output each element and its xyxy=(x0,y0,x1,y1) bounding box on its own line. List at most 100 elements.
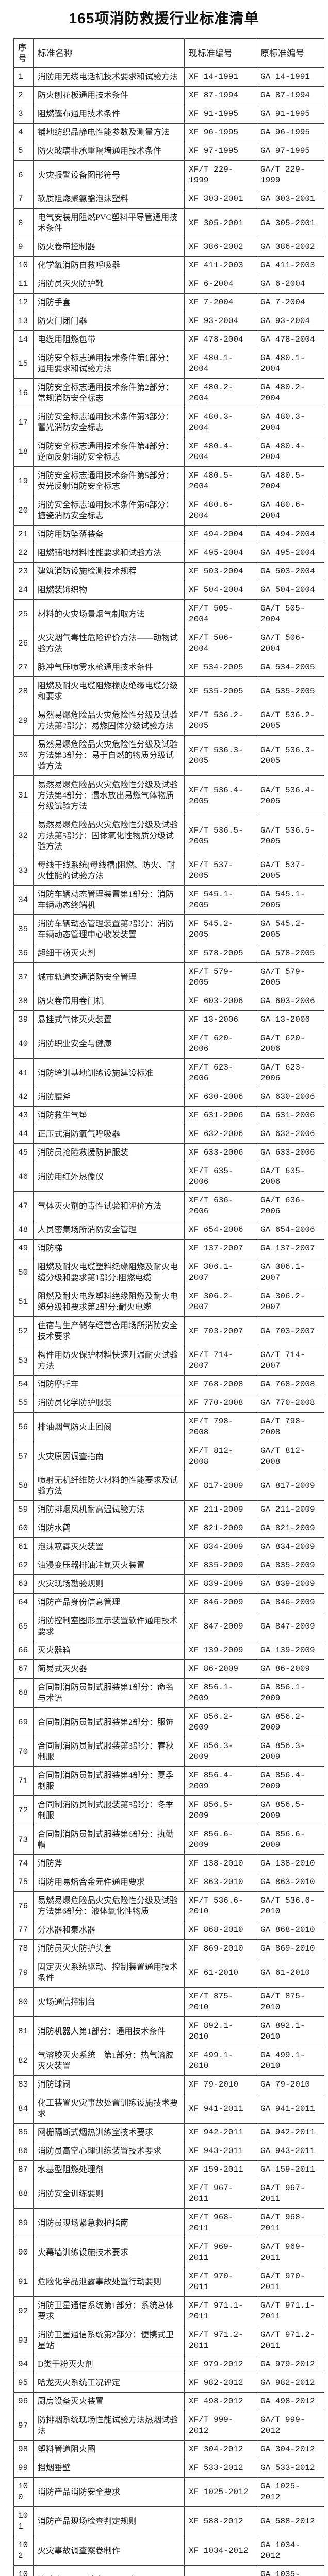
current-code-cell: XF 1035-2012 xyxy=(184,2565,256,2576)
standard-name-cell: 气溶胶灭火系统 第1部分：热气溶胶灭火装置 xyxy=(33,2046,185,2076)
current-code-cell: XF 834-2009 xyxy=(184,1537,256,1556)
row-number-cell: 96 xyxy=(13,2392,34,2411)
table-row: 38 防火卷帘用卷门机 XF 603-2006 GA 603-2006 xyxy=(13,992,324,1011)
table-row: 66 灭火器箱 XF 139-2009 GA 139-2009 xyxy=(13,1641,324,1660)
standard-name-cell: 分水器和集水器 xyxy=(33,1921,185,1940)
former-code-cell: GA/T 536.5-2005 xyxy=(256,816,324,856)
row-number-cell: 103 xyxy=(13,2565,34,2576)
row-number-cell: 1 xyxy=(13,67,34,87)
standard-name-cell: 防排烟系统现场性能试验方法热烟试验法 xyxy=(33,2411,185,2441)
table-row: 98 塑料管道阻火圈 XF 304-2012 GA 304-2012 xyxy=(13,2440,324,2459)
former-code-cell: GA 856.3-2009 xyxy=(256,1737,324,1767)
row-number-cell: 85 xyxy=(13,2123,34,2142)
table-row: 57 火灾原因调查指南 XF/T 812-2008 GA/T 812-2008 xyxy=(13,1442,324,1471)
table-row: 54 消防摩托车 XF 768-2008 GA 768-2008 xyxy=(13,1375,324,1394)
standard-name-cell: 灭火器箱 xyxy=(33,1641,185,1660)
table-row: 64 消防产品身份信息管理 XF 846-2009 GA 846-2009 xyxy=(13,1593,324,1612)
current-code-cell: XF 86-2009 xyxy=(184,1659,256,1679)
former-code-cell: GA 138-2010 xyxy=(256,1854,324,1873)
table-row: 55 消防员化学防护服装 XF 770-2008 GA 770-2008 xyxy=(13,1394,324,1413)
former-code-cell: GA 6-2004 xyxy=(256,275,324,294)
table-row: 28 阻燃及耐火电缆阻燃橡皮绝缘电缆分级和要求 XF 535-2005 GA 5… xyxy=(13,676,324,706)
row-number-cell: 87 xyxy=(13,2160,34,2179)
former-code-cell: GA 892.1-2010 xyxy=(256,2016,324,2046)
table-row: 41 消防培训基地训练设施建设标准 XF/T 623-2006 GA/T 623… xyxy=(13,1058,324,1088)
table-row: 35 消防车辆动态管理装置第2部分：消防车辆动态管理中心收发装置 XF 545.… xyxy=(13,914,324,944)
standard-name-cell: 哈龙灭火系统工况评定 xyxy=(33,2374,185,2393)
current-code-cell: XF/T 812-2008 xyxy=(184,1442,256,1471)
table-row: 89 消防员现场紧急救护指南 XF/T 968-2011 GA/T 968-20… xyxy=(13,2208,324,2238)
table-row: 92 消防卫星通信系统第1部分：系统总体要求 XF/T 971.1-2011 G… xyxy=(13,2296,324,2326)
table-row: 43 消防救生气垫 XF 631-2006 GA 631-2006 xyxy=(13,1106,324,1125)
table-row: 23 建筑消防设施检测技术规程 XF 503-2004 GA 503-2004 xyxy=(13,562,324,581)
current-code-cell: XF 6-2004 xyxy=(184,275,256,294)
standard-name-cell: 消防员现场紧急救护指南 xyxy=(33,2208,185,2238)
former-code-cell: GA 480.4-2004 xyxy=(256,437,324,467)
table-row: 49 消防梯 XF 137-2007 GA 137-2007 xyxy=(13,1239,324,1258)
current-code-cell: XF 480.1-2004 xyxy=(184,349,256,379)
current-code-cell: XF 943-2011 xyxy=(184,2142,256,2161)
former-code-cell: GA 96-1995 xyxy=(256,123,324,142)
row-number-cell: 61 xyxy=(13,1537,34,1556)
standard-name-cell: 塑料管道阻火圈 xyxy=(33,2440,185,2459)
current-code-cell: XF/T 506-2004 xyxy=(184,629,256,658)
current-code-cell: XF 1034-2012 xyxy=(184,2536,256,2566)
table-row: 88 消防安全训练要则 XF/T 967-2011 GA/T 967-2011 xyxy=(13,2179,324,2209)
standard-name-cell: 住宿与生产储存经营合用场所消防安全技术要求 xyxy=(33,1316,185,1346)
current-code-cell: XF/T 229-1999 xyxy=(184,160,256,190)
standard-name-cell: 易然易爆危险品火灾危险性分级及试验方法第3部分：易于自燃的物质分级试验方法 xyxy=(33,735,185,776)
former-code-cell: GA 93-2004 xyxy=(256,312,324,331)
table-row: 58 喷射无机纤维防火材料的性能要求及试验方法 XF 817-2009 GA 8… xyxy=(13,1471,324,1501)
current-code-cell: XF 91-1995 xyxy=(184,105,256,124)
table-row: 51 阻燃及耐火电缆塑料绝缘阻燃及耐火电缆分级和要求第2部分:耐火电缆 XF 3… xyxy=(13,1287,324,1317)
former-code-cell: GA 137-2007 xyxy=(256,1239,324,1258)
table-row: 102 火灾事故调查案卷制作 XF 1034-2012 GA 1034-2012 xyxy=(13,2536,324,2566)
current-code-cell: XF/T 999-2012 xyxy=(184,2411,256,2441)
standard-name-cell: 正压式消防氧气呼吸器 xyxy=(33,1125,185,1144)
standard-name-cell: 易然易爆危险品火灾危险性分级及试验方法第2部分：易燃固体分级试验方法 xyxy=(33,706,185,736)
row-number-cell: 33 xyxy=(13,856,34,886)
table-row: 39 悬挂式气体灭火装置 XF 13-2006 GA 13-2006 xyxy=(13,1010,324,1029)
current-code-cell: XF 478-2004 xyxy=(184,330,256,349)
table-row: 73 合同制消防员制式服装第6部分：执勤帽 XF 856.6-2009 GA 8… xyxy=(13,1825,324,1855)
row-number-cell: 99 xyxy=(13,2459,34,2478)
table-row: 80 火场通信控制台 XF/T 875-2010 GA/T 875-2010 xyxy=(13,1987,324,2017)
former-code-cell: GA/T 620-2006 xyxy=(256,1029,324,1059)
table-row: 61 泡沫喷雾灭火装置 XF 834-2009 GA 834-2009 xyxy=(13,1537,324,1556)
standard-name-cell: 城市轨道交通消防安全管理 xyxy=(33,962,185,992)
table-row: 63 火灾现场勘验规则 XF 839-2009 GA 839-2009 xyxy=(13,1574,324,1594)
row-number-cell: 48 xyxy=(13,1221,34,1240)
former-code-cell: GA 834-2009 xyxy=(256,1537,324,1556)
standard-name-cell: 阻燃及耐火电缆阻燃橡皮绝缘电缆分级和要求 xyxy=(33,676,185,706)
standard-name-cell: 消防产品工厂检查通用要求 xyxy=(33,2565,185,2576)
row-number-cell: 4 xyxy=(13,123,34,142)
row-number-cell: 58 xyxy=(13,1471,34,1501)
row-number-cell: 70 xyxy=(13,1737,34,1767)
current-code-cell: XF 480.2-2004 xyxy=(184,378,256,408)
standard-name-cell: 构件用防火保护材料快速升温耐火试验方法 xyxy=(33,1346,185,1376)
standard-name-cell: 网栅隔断式烟热训练室技术要求 xyxy=(33,2123,185,2142)
table-row: 74 消防斧 XF 138-2010 GA 138-2010 xyxy=(13,1854,324,1873)
table-row: 17 消防安全标志通用技术条件第3部分：蓄光消防安全标志 XF 480.3-20… xyxy=(13,408,324,437)
former-code-cell: GA/T 536.3-2005 xyxy=(256,735,324,776)
row-number-cell: 77 xyxy=(13,1921,34,1940)
table-row: 72 合同制消防员制式服装第5部分：冬季制服 XF 856.5-2009 GA … xyxy=(13,1795,324,1825)
standard-name-cell: 消防车辆动态管理装置第1部分：消防车辆动态终端机 xyxy=(33,885,185,915)
former-code-cell: GA 633-2006 xyxy=(256,1143,324,1162)
row-number-cell: 24 xyxy=(13,581,34,600)
current-code-cell: XF/T 536.3-2005 xyxy=(184,735,256,776)
row-number-cell: 82 xyxy=(13,2046,34,2076)
row-number-cell: 55 xyxy=(13,1394,34,1413)
former-code-cell: GA 1025-2012 xyxy=(256,2477,324,2507)
row-number-cell: 81 xyxy=(13,2016,34,2046)
col-header-name: 标准名称 xyxy=(33,38,185,68)
row-number-cell: 40 xyxy=(13,1029,34,1059)
table-row: 45 消防员抢险救援防护服装 XF 633-2006 GA 633-2006 xyxy=(13,1143,324,1162)
table-row: 82 气溶胶灭火系统 第1部分：热气溶胶灭火装置 XF 499.1-2010 G… xyxy=(13,2046,324,2076)
former-code-cell: GA 159-2011 xyxy=(256,2160,324,2179)
standard-name-cell: 厨房设备灭火装置 xyxy=(33,2392,185,2411)
table-row: 42 消防腰斧 XF 630-2006 GA 630-2006 xyxy=(13,1088,324,1107)
current-code-cell: XF 856.3-2009 xyxy=(184,1737,256,1767)
current-code-cell: XF 1025-2012 xyxy=(184,2477,256,2507)
standard-name-cell: 合同制消防员制式服装第1部分：命名与术语 xyxy=(33,1678,185,1708)
